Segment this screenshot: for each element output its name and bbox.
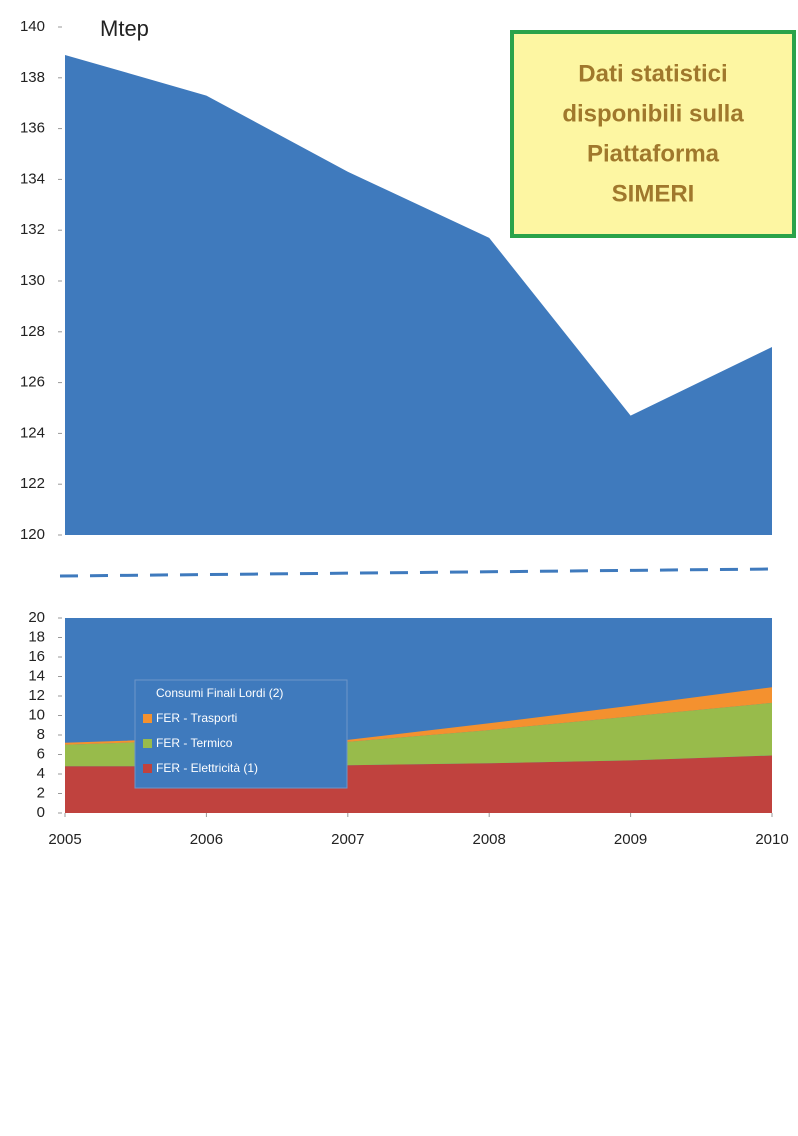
y2-tick-label: 134 xyxy=(20,170,45,187)
legend-swatch xyxy=(143,739,152,748)
y-tick-label: 20 xyxy=(28,609,45,626)
axis-break xyxy=(59,567,771,578)
y2-tick-label: 122 xyxy=(20,475,45,492)
y-tick-label: 4 xyxy=(37,765,45,782)
legend-label: FER - Termico xyxy=(156,736,233,750)
x-tick-label: 2010 xyxy=(755,831,788,848)
annotation-text: SIMERI xyxy=(612,180,695,207)
y2-tick-label: 120 xyxy=(20,526,45,543)
annotation-box xyxy=(510,30,796,238)
x-tick-label: 2009 xyxy=(614,831,647,848)
y2-tick-label: 124 xyxy=(20,424,45,441)
legend-label: FER - Elettricità (1) xyxy=(156,761,258,775)
unit-label: Mtep xyxy=(100,16,149,41)
area xyxy=(65,54,772,535)
legend-swatch xyxy=(143,689,152,698)
y-tick-label: 18 xyxy=(28,628,45,645)
y-tick-label: 14 xyxy=(28,667,45,684)
y-tick-label: 8 xyxy=(37,726,45,743)
x-tick-label: 2005 xyxy=(48,831,81,848)
x-tick-label: 2007 xyxy=(331,831,364,848)
legend-swatch xyxy=(143,714,152,723)
legend-swatch xyxy=(143,764,152,773)
y2-tick-label: 132 xyxy=(20,221,45,238)
annotation-text: disponibili sulla xyxy=(562,100,744,127)
y-tick-label: 12 xyxy=(28,687,45,704)
y2-tick-label: 130 xyxy=(20,272,45,289)
y-tick-label: 10 xyxy=(28,706,45,723)
y-tick-label: 6 xyxy=(37,745,45,762)
legend-label: Consumi Finali Lordi (2) xyxy=(156,686,283,700)
y-tick-label: 0 xyxy=(37,804,45,821)
legend-label: FER - Trasporti xyxy=(156,711,237,725)
y2-tick-label: 128 xyxy=(20,323,45,340)
y2-tick-label: 136 xyxy=(20,120,45,137)
y2-tick-label: 126 xyxy=(20,374,45,391)
area xyxy=(65,687,772,745)
y2-tick-label: 140 xyxy=(20,18,45,35)
annotation-text: Dati statistici xyxy=(578,60,727,87)
legend: Consumi Finali Lordi (2) FER - Trasporti F… xyxy=(134,679,348,789)
x-tick-label: 2008 xyxy=(473,831,506,848)
annotation-text: Piattaforma xyxy=(587,140,720,167)
x-tick-label: 2006 xyxy=(190,831,223,848)
y-tick-label: 2 xyxy=(37,784,45,801)
y-tick-label: 16 xyxy=(28,648,45,665)
legend-box xyxy=(134,679,348,789)
y2-tick-label: 138 xyxy=(20,69,45,86)
